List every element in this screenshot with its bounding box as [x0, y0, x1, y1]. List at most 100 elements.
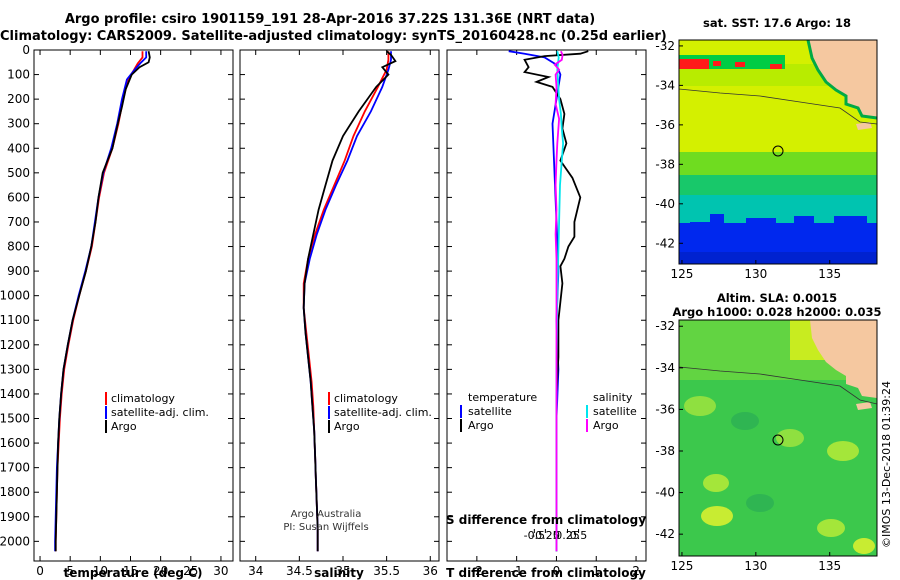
legend-label-climatology: climatology — [111, 392, 175, 405]
y-tick-label: 200 — [7, 92, 30, 106]
figure-title-line2: Climatology: CARS2009. Satellite-adjuste… — [0, 29, 667, 44]
x-tick-label: -2 — [471, 564, 483, 578]
salinity-y-ticks — [240, 49, 439, 542]
salinity-x-label: salinity — [314, 566, 364, 580]
x-tick-label: 2 — [632, 564, 640, 578]
sla-anomaly-blob — [853, 538, 875, 554]
figure-title-line1: Argo profile: csiro 1901159_191 28-Apr-2… — [64, 12, 596, 27]
map-x-tick-label: 130 — [744, 559, 767, 573]
map-x-tick-label: 135 — [818, 267, 841, 281]
y-tick-label: 1500 — [0, 412, 30, 426]
sst-map-frame — [678, 39, 878, 265]
sla-land — [810, 320, 877, 398]
map-y-tick-label: -36 — [655, 118, 675, 132]
sst-blue-edge — [690, 214, 867, 230]
map-y-tick-label: -40 — [655, 486, 675, 500]
y-tick-label: 1900 — [0, 510, 30, 524]
x-tick-label: 35.5 — [373, 564, 400, 578]
sla-anomaly-blob — [776, 429, 804, 447]
y-tick-label: 1600 — [0, 436, 30, 450]
difference-legend: temperature satellite Argo salinity sate… — [460, 391, 637, 432]
sst-land — [808, 40, 877, 118]
map-y-tick-label: -34 — [655, 361, 675, 375]
pi-note: PI: Susan Wijffels — [283, 522, 368, 533]
x-tick-label: 20 — [153, 564, 168, 578]
sst-argo-location-marker — [772, 145, 784, 157]
y-tick-label: 1100 — [0, 313, 30, 327]
legend-label-argo: Argo — [334, 420, 360, 433]
series-line-argo — [54, 51, 151, 552]
temperature-legend: climatology satellite-adj. clim. Argo — [105, 392, 209, 433]
x-tick-label: 25 — [183, 564, 198, 578]
s-tick-label: -0.5 — [524, 529, 545, 542]
sst-coast-green — [806, 39, 878, 120]
y-tick-label: 300 — [7, 117, 30, 131]
sla-bathymetry-contour — [678, 366, 878, 405]
sst-island — [856, 122, 872, 130]
x-tick-label: 10 — [93, 564, 108, 578]
temperature-plot-frame — [33, 49, 234, 562]
x-tick-label: 30 — [213, 564, 228, 578]
sla-anomaly-blob — [827, 441, 859, 461]
sla-anomaly-blob — [684, 396, 716, 416]
series-line-salinity-argo — [553, 50, 564, 552]
y-tick-label: 900 — [7, 264, 30, 278]
sst-map-title: sat. SST: 17.6 Argo: 18 — [702, 16, 852, 30]
legend-label-t-argo: Argo — [468, 419, 494, 432]
sst-red-patch — [679, 59, 709, 69]
x-tick-label: 36 — [423, 564, 438, 578]
map-y-tick-label: -38 — [655, 444, 675, 458]
sla-anomaly-blob — [703, 474, 729, 492]
legend-label-climatology: climatology — [334, 392, 398, 405]
temperature-lines — [54, 51, 151, 552]
y-tick-label: 1800 — [0, 485, 30, 499]
salinity-lines — [302, 50, 397, 552]
x-tick-label: 34.5 — [286, 564, 313, 578]
y-tick-label: 1400 — [0, 387, 30, 401]
sla-map-title-line2: Argo h1000: 0.028 h2000: 0.035 — [672, 305, 882, 319]
y-tick-label: 1700 — [0, 461, 30, 475]
sla-map-axes: 125 130 135 -32 -34 -36 -38 -40 -42 — [655, 319, 841, 573]
y-tick-label: 800 — [7, 240, 30, 254]
sst-red-patch-small — [735, 62, 745, 67]
sla-anomaly-blob — [731, 412, 759, 430]
map-x-tick-label: 125 — [671, 559, 694, 573]
y-tick-label: 1000 — [0, 289, 30, 303]
y-tick-label: 100 — [7, 68, 30, 82]
depth-y-axis: 0 100 200 300 400 500 600 700 800 900 1000 1100 1200… — [0, 43, 233, 548]
y-tick-label: 500 — [7, 166, 30, 180]
map-y-tick-label: -42 — [655, 236, 675, 250]
x-tick-label: 5 — [66, 564, 74, 578]
y-tick-label: 700 — [7, 215, 30, 229]
salinity-x-axis: 34 34.5 35 35.5 36 — [248, 50, 438, 578]
x-tick-label: 1 — [592, 564, 600, 578]
map-x-tick-label: 135 — [818, 559, 841, 573]
sst-band-deep-blue — [679, 252, 877, 264]
legend-heading-salinity: salinity — [593, 391, 633, 404]
sla-anomaly-blob — [746, 494, 774, 512]
y-tick-label: 600 — [7, 190, 30, 204]
sst-map: 125 130 135 -32 -34 -36 -38 -40 -42 — [655, 39, 878, 281]
legend-label-argo: Argo — [111, 420, 137, 433]
map-y-tick-label: -42 — [655, 527, 675, 541]
difference-y-ticks — [447, 49, 646, 542]
y-tick-label: 1200 — [0, 338, 30, 352]
map-y-tick-label: -36 — [655, 402, 675, 416]
temperature-x-axis: 0 5 10 15 20 25 30 — [36, 50, 229, 578]
sla-map: 125 130 135 -32 -34 -36 -38 -40 -42 — [655, 319, 878, 573]
sla-map-frame — [678, 319, 878, 557]
difference-panel: -2 -1 0 1 2 -0.5-0.25 0 0.250.5 T difference f… — [446, 49, 647, 580]
s-tick-label: 0.5 — [570, 529, 588, 542]
sst-band-green — [679, 175, 877, 195]
sla-island — [856, 402, 872, 410]
salinity-plot-frame — [239, 49, 440, 562]
map-y-tick-label: -40 — [655, 197, 675, 211]
y-tick-label: 400 — [7, 141, 30, 155]
sla-anomaly-blob — [701, 506, 733, 526]
sst-red-patch-small — [713, 61, 721, 66]
s-tick-label: 0.25 — [555, 529, 580, 542]
x-tick-label: 35 — [335, 564, 350, 578]
x-tick-label: 15 — [123, 564, 138, 578]
